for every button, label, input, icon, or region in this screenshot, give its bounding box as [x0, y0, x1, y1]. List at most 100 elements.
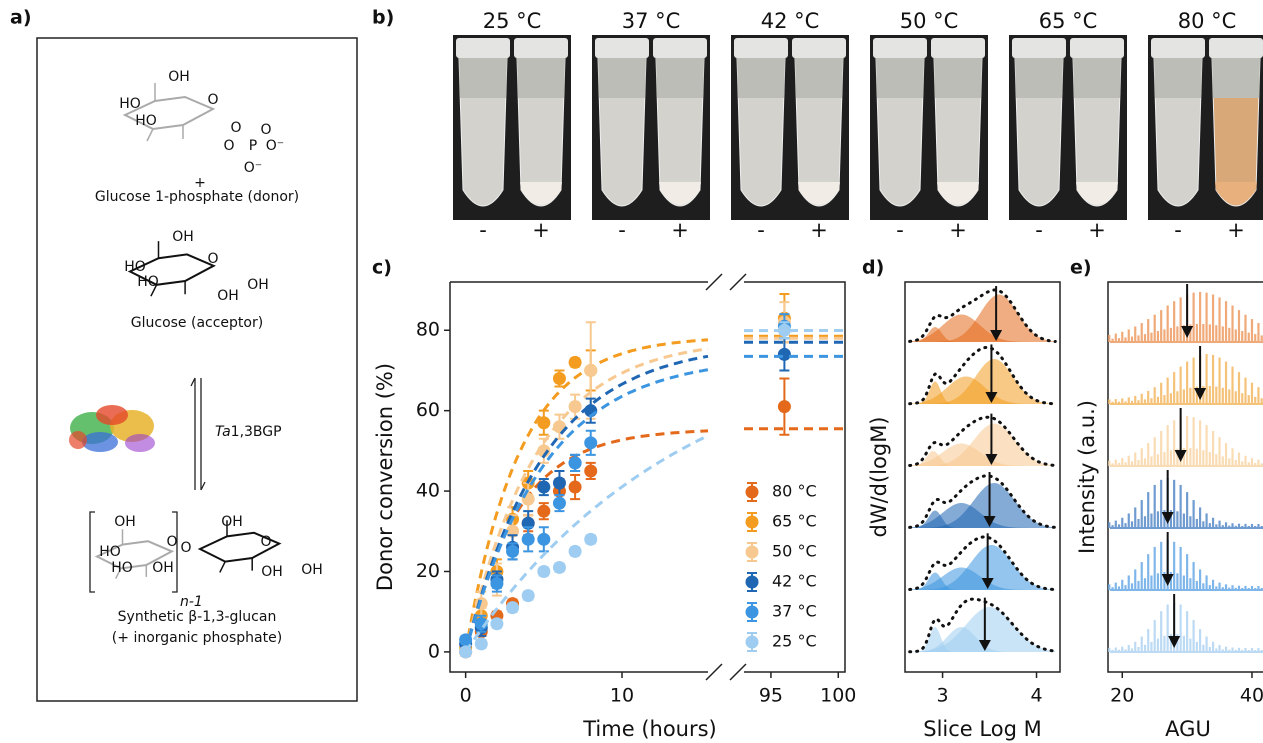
data-point — [537, 504, 551, 518]
x-tick-label: 10 — [610, 685, 634, 707]
data-point — [490, 577, 504, 591]
mean-arrowhead — [1174, 450, 1187, 462]
atom-label: O⁻ — [244, 160, 262, 176]
y-tick-label: 20 — [416, 560, 440, 582]
x-tick-label: 0 — [460, 685, 472, 707]
data-point — [552, 476, 566, 490]
tube-air — [876, 58, 924, 98]
data-point — [568, 544, 582, 558]
tube-cap — [1151, 38, 1205, 58]
x-tick-label: 20 — [1110, 685, 1134, 707]
data-point — [777, 347, 791, 361]
temperature-label: 25 °C — [483, 9, 542, 33]
sign-label: - — [479, 218, 487, 242]
atom-label: HO — [119, 96, 141, 112]
pellet — [1215, 182, 1257, 205]
tube-cap — [734, 38, 788, 58]
repeat-index: n-1 — [180, 594, 203, 610]
sugar-bonds — [150, 241, 186, 297]
legend-marker — [745, 635, 759, 649]
legend-marker — [745, 545, 759, 559]
data-point — [459, 633, 473, 647]
data-point — [537, 564, 551, 578]
data-point — [490, 617, 504, 631]
data-point — [584, 436, 598, 450]
temperature-label: 37 °C — [622, 9, 681, 33]
acceptor-name: Glucose (acceptor) — [131, 315, 263, 331]
protein-blob — [69, 431, 87, 449]
tube-air — [934, 58, 982, 98]
data-point — [537, 532, 551, 546]
product-name: Synthetic β-1,3-glucan — [118, 609, 277, 625]
fit-curve — [464, 338, 709, 653]
atom-label: OH — [261, 564, 283, 580]
atom-label: HO — [111, 560, 133, 576]
mean-arrowhead — [990, 330, 1003, 341]
fit-curve — [464, 434, 709, 653]
sign-label: - — [1035, 218, 1043, 242]
mean-arrowhead — [985, 454, 998, 465]
atom-label: O — [180, 540, 191, 556]
atom-label: O — [223, 138, 234, 154]
sign-label: - — [618, 218, 626, 242]
tube-air — [517, 58, 565, 98]
tube-cap — [595, 38, 649, 58]
tube-air — [1015, 58, 1063, 98]
mean-arrowhead — [983, 516, 996, 527]
enzyme-name: Ta1,3BGP — [215, 424, 282, 440]
repeat-brackets — [89, 511, 178, 593]
tube-air — [1073, 58, 1121, 98]
component-area — [909, 294, 1056, 342]
x-tick-label: 40 — [1240, 685, 1263, 707]
x-tick-label: 100 — [820, 685, 856, 707]
sign-label: - — [1174, 218, 1182, 242]
atom-label: O — [207, 92, 218, 108]
data-point — [568, 400, 582, 414]
sign-label: - — [757, 218, 765, 242]
axis-break — [705, 273, 723, 291]
legend-label: 80 °C — [772, 482, 817, 501]
enzyme-structure — [69, 405, 155, 452]
pellet — [659, 182, 701, 205]
pellet — [520, 182, 562, 205]
panel-label: b) — [372, 7, 394, 29]
tube-cap — [1070, 38, 1124, 58]
atom-label: O — [260, 534, 271, 550]
sign-label: + — [1088, 218, 1106, 242]
tube-cap — [1012, 38, 1066, 58]
protein-blob — [82, 432, 118, 452]
data-point — [521, 589, 535, 603]
axis-break — [729, 273, 747, 291]
data-point — [537, 416, 551, 430]
data-point — [777, 400, 791, 414]
data-point — [568, 456, 582, 470]
arrow — [190, 377, 196, 490]
atom-label: OH — [217, 288, 239, 304]
component-area — [909, 423, 1056, 466]
legend-label: 50 °C — [772, 542, 817, 561]
enzyme-italic: Ta — [215, 424, 231, 440]
legend-label: 25 °C — [772, 632, 817, 651]
sign-label: - — [896, 218, 904, 242]
y-tick-label: 0 — [428, 640, 440, 662]
data-point — [568, 355, 582, 369]
total-curve — [908, 415, 1057, 467]
legend-label: 42 °C — [772, 572, 817, 591]
atom-label: O⁻ — [266, 138, 284, 154]
atom-label: O — [230, 120, 241, 136]
x-axis-label: Slice Log M — [923, 717, 1041, 741]
sign-label: + — [532, 218, 550, 242]
atom-label: O — [260, 122, 271, 138]
atom-label: OH — [168, 69, 190, 85]
atom-label: HO — [137, 274, 159, 290]
data-point — [584, 532, 598, 546]
legend-marker — [745, 605, 759, 619]
pellet — [798, 182, 840, 205]
legend-marker — [745, 485, 759, 499]
atom-label: OH — [247, 277, 269, 293]
sign-label: + — [810, 218, 828, 242]
tube-air — [737, 58, 785, 98]
y-axis-label: Donor conversion (%) — [373, 363, 397, 591]
arrow — [200, 378, 206, 491]
